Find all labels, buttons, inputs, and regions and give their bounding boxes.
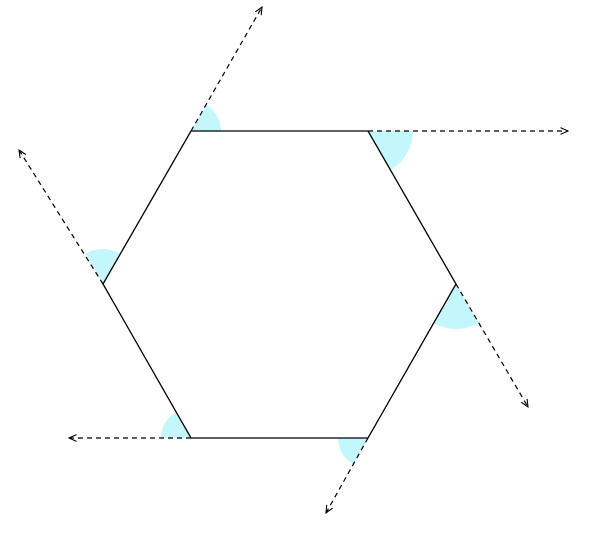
extension-line [455,283,528,407]
angle-wedge [368,131,414,170]
angle-wedge [433,284,479,330]
extension-line [19,150,104,285]
angle-wedge [85,249,121,284]
hexagon [102,130,457,439]
angle-wedge [338,438,368,464]
extension-line [190,7,262,132]
angle-wedge [160,412,191,438]
angle-wedge [191,105,222,131]
